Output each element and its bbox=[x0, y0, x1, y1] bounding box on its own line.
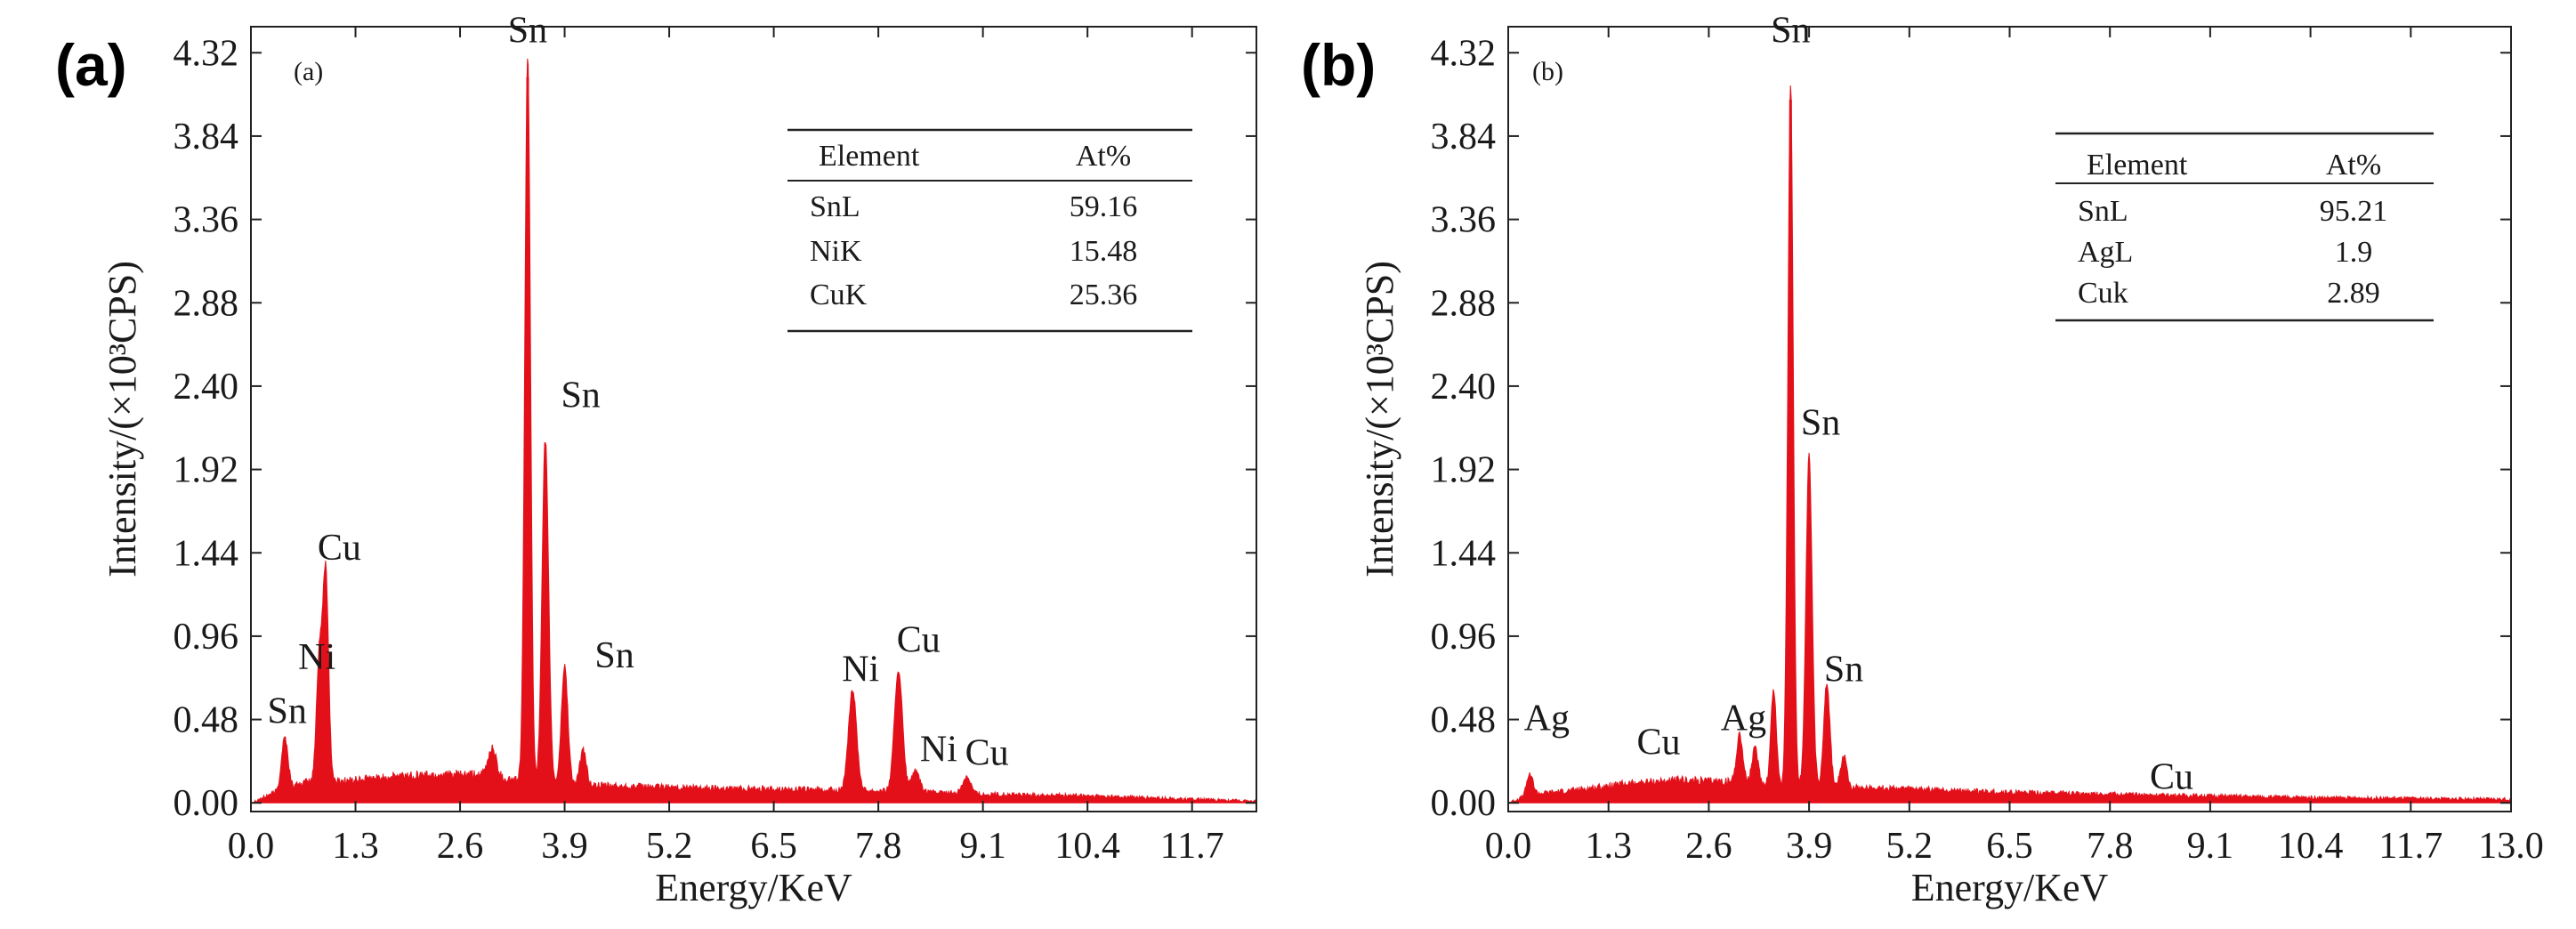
chart-panel-a: (a) 0.00 0.48 0.96 1.44 1.92 2.40 2.88 3.36 3.84 4… bbox=[55, 11, 1257, 909]
peak-label: Sn bbox=[268, 691, 307, 731]
y-tick-label: 1.92 bbox=[1431, 450, 1497, 491]
y-tick-label: 4.32 bbox=[1431, 33, 1497, 74]
x-tick-label: 0.0 bbox=[228, 826, 275, 867]
x-axis-title: Energy/KeV bbox=[655, 866, 852, 909]
x-tick-label: 2.6 bbox=[437, 826, 484, 867]
peak-label: Sn bbox=[1771, 11, 1810, 52]
peak-label: Ag bbox=[1721, 698, 1766, 739]
x-tick-label: 11.7 bbox=[2378, 826, 2443, 867]
y-axis-title: Intensity/(×10³CPS) bbox=[101, 261, 144, 578]
x-tick-label: 9.1 bbox=[2187, 826, 2234, 867]
table-cell-element: AgL bbox=[2078, 236, 2133, 269]
table-cell-element: SnL bbox=[2078, 195, 2128, 228]
x-tick-label: 3.9 bbox=[541, 826, 588, 867]
x-tick-label: 1.3 bbox=[332, 826, 379, 867]
x-tick-label: 6.5 bbox=[750, 826, 797, 867]
table-cell-value: 59.16 bbox=[1070, 190, 1138, 223]
x-tick-label: 3.9 bbox=[1786, 826, 1833, 867]
x-tick-label: 5.2 bbox=[646, 826, 693, 867]
table-header-at-percent: At% bbox=[2326, 149, 2381, 182]
x-tick-label: 0.0 bbox=[1485, 826, 1532, 867]
y-tick-label: 1.92 bbox=[174, 450, 239, 491]
x-tick-label: 5.2 bbox=[1886, 826, 1934, 867]
peak-label: Cu bbox=[1637, 723, 1681, 763]
y-tick-label: 0.00 bbox=[174, 783, 239, 824]
y-tick-label: 0.96 bbox=[174, 617, 239, 658]
x-tick-label: 9.1 bbox=[959, 826, 1006, 867]
y-tick-label: 2.40 bbox=[174, 367, 239, 408]
x-tick-label: 2.6 bbox=[1685, 826, 1732, 867]
peak-label: Sn bbox=[1824, 650, 1863, 691]
table-header-element: Element bbox=[819, 140, 920, 173]
y-tick-label: 3.84 bbox=[1431, 117, 1497, 158]
table-cell-element: Cuk bbox=[2078, 277, 2128, 310]
spectrum-series bbox=[251, 58, 1257, 804]
x-tick-label: 1.3 bbox=[1585, 826, 1632, 867]
peak-label: Sn bbox=[1801, 403, 1840, 444]
table-cell-value: 95.21 bbox=[2320, 195, 2388, 228]
y-tick-label: 3.36 bbox=[1431, 200, 1497, 241]
table-header-element: Element bbox=[2087, 149, 2188, 182]
spectrum-series bbox=[1507, 85, 2512, 804]
table-cell-value: 1.9 bbox=[2335, 236, 2373, 269]
peak-label: Ni bbox=[920, 729, 957, 770]
peak-label: Cu bbox=[965, 732, 1009, 773]
y-tick-label: 3.36 bbox=[174, 200, 239, 241]
table-cell-value: 15.48 bbox=[1070, 235, 1138, 268]
y-axis-title: Intensity/(×10³CPS) bbox=[1358, 261, 1401, 578]
peak-label: Cu bbox=[897, 619, 941, 660]
x-axis-title: Energy/KeV bbox=[1911, 866, 2109, 909]
y-tick-label: 0.48 bbox=[174, 700, 239, 741]
peak-label: Ni bbox=[842, 650, 879, 691]
x-tick-label: 6.5 bbox=[1986, 826, 2033, 867]
x-tick-label: 7.8 bbox=[855, 826, 902, 867]
peak-label: Sn bbox=[594, 635, 634, 676]
plot-frame bbox=[250, 26, 1257, 812]
y-tick-label: 1.44 bbox=[1431, 533, 1497, 574]
chart-panel-b: (b) 0.00 0.48 0.96 1.44 1.92 2.40 2.88 3.36 3.84 4… bbox=[1301, 11, 2544, 909]
table-cell-element: SnL bbox=[810, 190, 860, 223]
panel-label: (a) bbox=[55, 32, 127, 98]
plot-frame bbox=[1507, 26, 2512, 812]
table-cell-value: 2.89 bbox=[2327, 277, 2380, 310]
y-tick-label: 0.00 bbox=[1431, 783, 1497, 824]
y-tick-label: 0.48 bbox=[1431, 700, 1497, 741]
y-tick-label: 0.96 bbox=[1431, 617, 1497, 658]
y-tick-label: 1.44 bbox=[174, 533, 239, 574]
x-tick-label: 10.4 bbox=[2278, 826, 2344, 867]
panel-label: (b) bbox=[1301, 32, 1376, 98]
y-tick-label: 2.88 bbox=[1431, 283, 1497, 324]
y-tick-label: 2.40 bbox=[1431, 367, 1497, 408]
inner-panel-label: (a) bbox=[294, 57, 323, 86]
y-tick-label: 4.32 bbox=[174, 33, 239, 74]
peak-label: Cu bbox=[318, 528, 361, 569]
peak-label: Sn bbox=[508, 11, 547, 52]
table-cell-element: NiK bbox=[810, 235, 862, 268]
x-tick-label: 13.0 bbox=[2478, 826, 2544, 867]
x-tick-label: 7.8 bbox=[2087, 826, 2134, 867]
table-cell-element: CuK bbox=[810, 279, 868, 311]
x-tick-label: 11.7 bbox=[1160, 826, 1224, 867]
y-tick-label: 3.84 bbox=[174, 117, 239, 158]
y-tick-label: 2.88 bbox=[174, 283, 239, 324]
peak-label: Ni bbox=[298, 637, 335, 678]
x-tick-label: 10.4 bbox=[1054, 826, 1120, 867]
inner-panel-label: (b) bbox=[1532, 57, 1563, 86]
peak-label: Ag bbox=[1524, 698, 1570, 739]
table-header-at-percent: At% bbox=[1076, 140, 1131, 173]
peak-label: Cu bbox=[2150, 757, 2193, 798]
peak-label: Sn bbox=[561, 375, 600, 416]
table-cell-value: 25.36 bbox=[1070, 279, 1138, 311]
